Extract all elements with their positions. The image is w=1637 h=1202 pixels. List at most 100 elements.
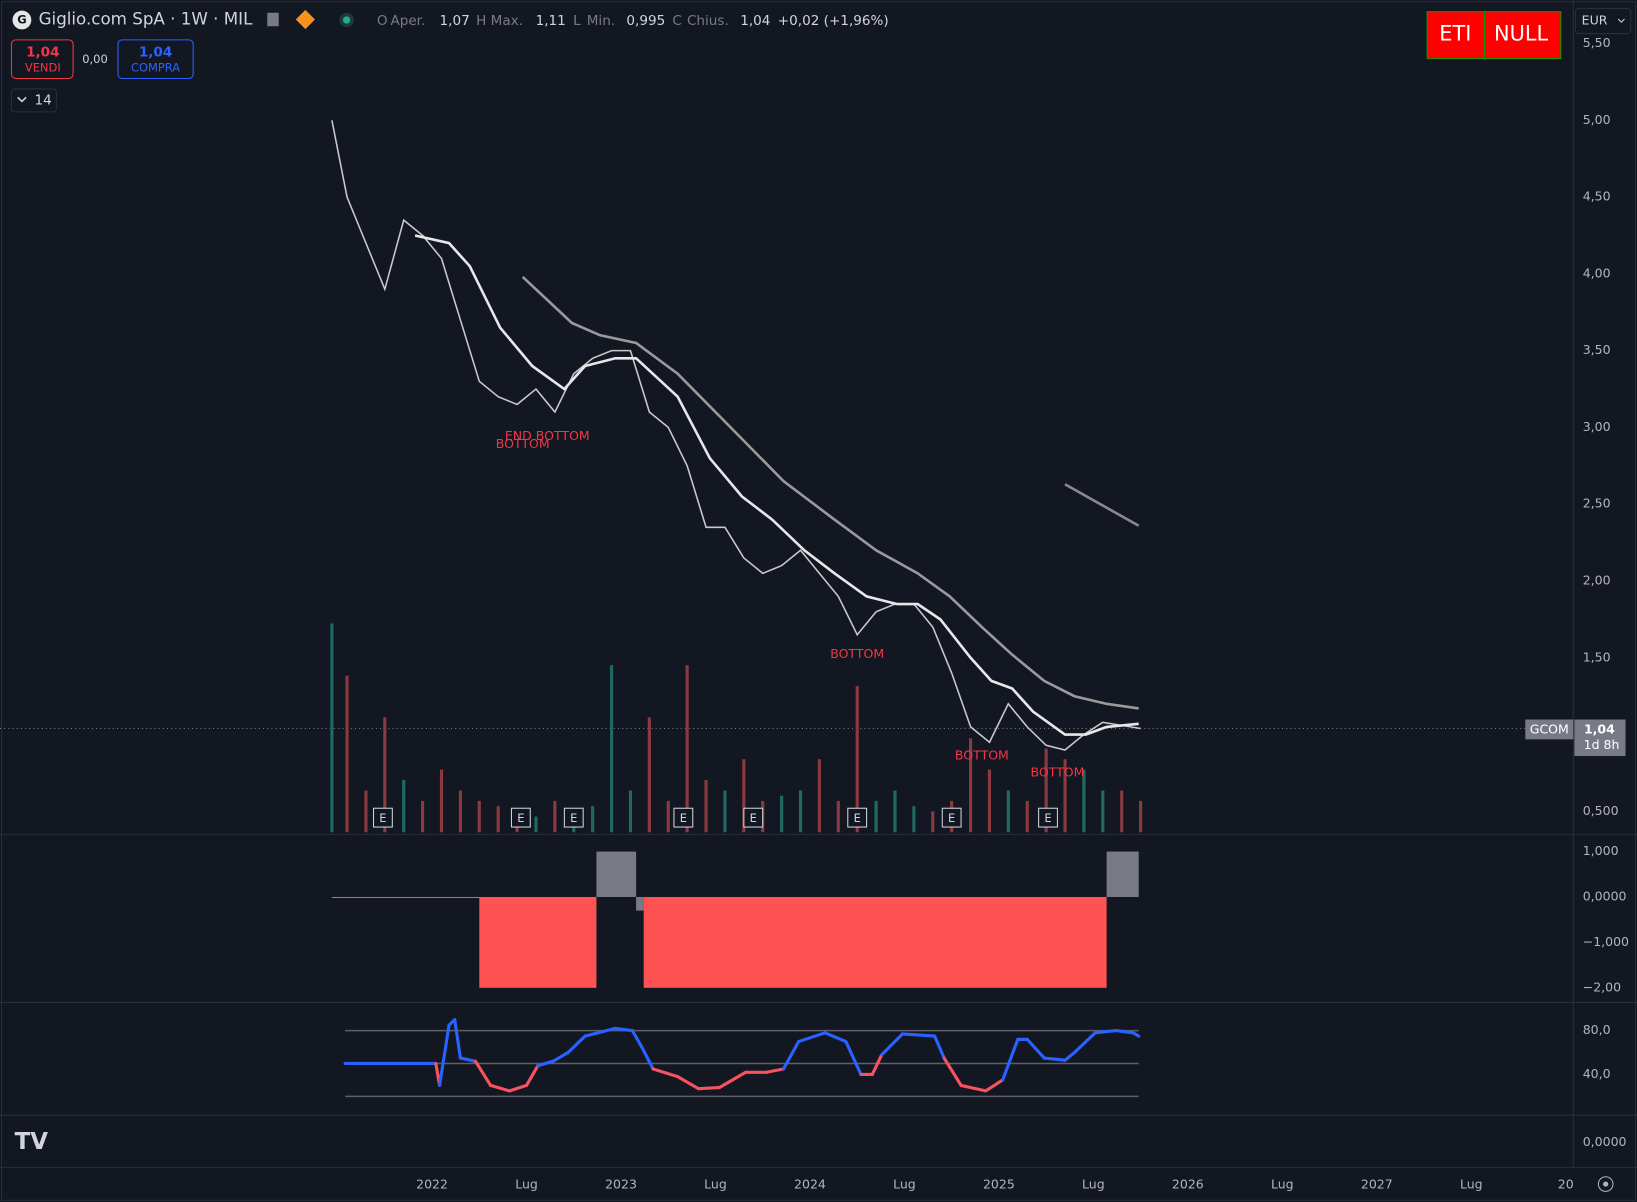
symbol-tag xyxy=(1525,719,1574,740)
volume-bar xyxy=(666,800,670,833)
volume-bar xyxy=(893,790,897,833)
y-tick-label: −1,000 xyxy=(1583,934,1629,949)
indicators-count: 14 xyxy=(34,92,51,108)
volume-bar xyxy=(439,769,444,833)
earnings-label: E xyxy=(379,811,386,825)
earnings-label: E xyxy=(1044,811,1051,825)
volume-bar xyxy=(1025,800,1029,833)
y-tick-label: 5,00 xyxy=(1583,112,1611,127)
oscillator-segment xyxy=(651,1067,680,1079)
x-tick-label: Lug xyxy=(1082,1177,1105,1192)
earnings-marker xyxy=(743,807,764,828)
x-tick-label: Lug xyxy=(704,1177,727,1192)
volume-bar xyxy=(704,780,708,833)
oscillator-segment xyxy=(880,1032,905,1057)
y-tick-label: 2,50 xyxy=(1583,496,1611,511)
ohlc-value: 1,11 xyxy=(536,13,566,29)
oscillator-segment xyxy=(1001,1037,1020,1082)
volume-bar xyxy=(345,675,349,833)
volume-bar xyxy=(628,790,633,833)
symbol-title[interactable]: Giglio.com SpA · 1W · MIL xyxy=(39,9,253,29)
x-tick-label: 2026 xyxy=(1172,1177,1204,1192)
buy-button[interactable] xyxy=(117,39,194,79)
x-tick-label: 2027 xyxy=(1361,1177,1393,1192)
buy-price: 1,04 xyxy=(139,44,172,60)
earnings-marker xyxy=(510,807,531,828)
ohlc-label: O xyxy=(377,13,388,29)
oscillator-segment xyxy=(797,1031,827,1044)
earnings-label: E xyxy=(854,811,861,825)
annotation: BOTTOM xyxy=(830,646,884,661)
price-tag xyxy=(1574,719,1626,757)
symbol-logo xyxy=(12,10,32,30)
earnings-label: E xyxy=(517,811,524,825)
ohlc-change: +0,02 (+1,96%) xyxy=(778,13,889,29)
indicators-toggle[interactable] xyxy=(10,88,57,113)
x-tick-label: 2024 xyxy=(794,1177,826,1192)
settings-icon[interactable] xyxy=(1597,1176,1614,1192)
x-tick-label: Lug xyxy=(1271,1177,1294,1192)
oscillator-segment xyxy=(458,1056,478,1063)
oscillator-segment xyxy=(1093,1029,1118,1035)
countdown: 1d 8h xyxy=(1584,737,1620,752)
oscillator-segment xyxy=(473,1059,493,1087)
y-tick-label: 1,50 xyxy=(1583,649,1611,664)
oscillator-segment xyxy=(536,1059,555,1068)
ohlc-label: Max. xyxy=(491,13,523,29)
logo-letter: G xyxy=(17,13,26,27)
volume-bar xyxy=(987,769,992,833)
oscillator-segment xyxy=(1042,1056,1067,1062)
volume-bar xyxy=(1006,790,1010,833)
signal-block xyxy=(331,896,480,899)
flag-icon[interactable] xyxy=(267,12,279,27)
volume-bar xyxy=(421,800,425,833)
volume-bar xyxy=(1101,790,1105,833)
ohlc-value: 1,07 xyxy=(440,13,470,29)
oscillator-segment xyxy=(453,1018,462,1060)
oscillator-segment xyxy=(613,1026,634,1033)
oscillator-segment xyxy=(764,1067,786,1074)
oscillator-segment xyxy=(676,1075,701,1091)
volume-bar xyxy=(1063,759,1067,833)
badge xyxy=(1484,11,1562,60)
ohlc-label: L xyxy=(573,13,581,29)
sell-button[interactable] xyxy=(10,39,74,79)
ohlc-label: H xyxy=(476,13,486,29)
y-tick-label: 1,000 xyxy=(1583,843,1619,858)
currency-button[interactable] xyxy=(1574,8,1632,35)
signal-block xyxy=(636,896,644,911)
oscillator-segment xyxy=(630,1029,644,1049)
ohlc-label: Chius. xyxy=(687,13,729,29)
y-tick-label: 40,0 xyxy=(1583,1066,1611,1081)
y-tick-label: 4,50 xyxy=(1583,189,1611,204)
ohlc-value: 1,04 xyxy=(740,13,770,29)
moving-average xyxy=(414,234,1139,736)
earnings-marker xyxy=(373,807,393,828)
status-dot xyxy=(342,16,351,24)
annotation: BOTTOM xyxy=(496,436,550,451)
oscillator-segment xyxy=(583,1026,617,1038)
settings-icon-dot xyxy=(1603,1181,1609,1187)
volume-bar xyxy=(647,717,651,833)
volume-bar xyxy=(402,780,406,833)
annotation: BOTTOM xyxy=(1031,764,1085,779)
price-tag-value: 1,04 xyxy=(1584,721,1615,736)
volume-bar xyxy=(609,665,614,833)
earnings-marker xyxy=(673,807,694,828)
y-tick-label: 5,50 xyxy=(1583,35,1611,50)
oscillator-segment xyxy=(507,1083,529,1093)
volume-bar xyxy=(912,806,916,833)
oscillator-segment xyxy=(1025,1037,1046,1060)
y-tick-label: 0,0000 xyxy=(1583,1134,1627,1149)
oscillator-segment xyxy=(933,1034,946,1060)
oscillator-segment xyxy=(717,1070,748,1090)
sell-label: VENDI xyxy=(25,61,61,75)
volume-bar xyxy=(591,806,595,833)
x-tick-label: 2022 xyxy=(416,1177,448,1192)
volume-bar xyxy=(330,623,334,833)
volume-bar xyxy=(1044,748,1048,833)
oscillator-segment xyxy=(984,1078,1005,1093)
